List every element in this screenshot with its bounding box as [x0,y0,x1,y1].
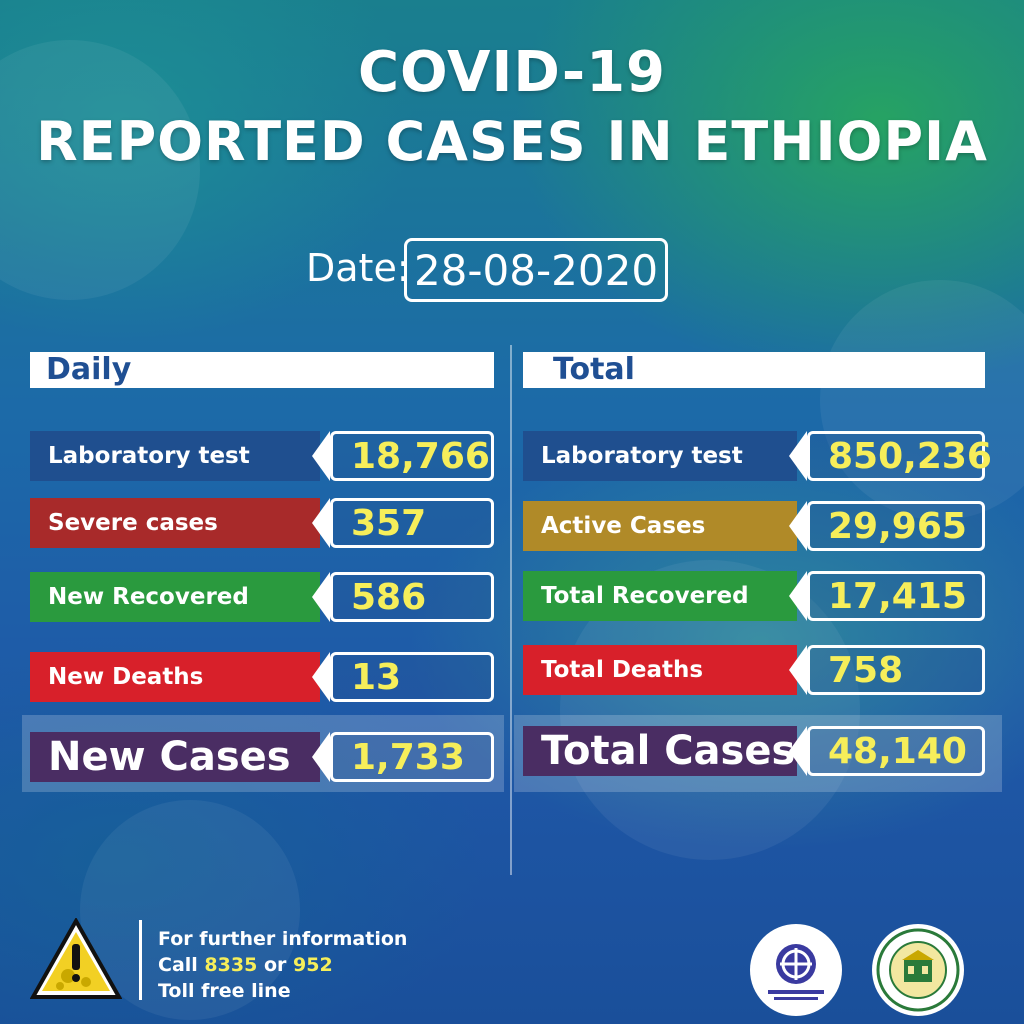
arrow-notch [312,652,330,702]
total-row-laboratory-test: Laboratory test 850,236 [523,431,992,481]
arrow-notch [789,571,807,621]
ephi-emblem [876,928,960,1012]
daily-heading: Daily [30,352,494,388]
daily-row-new-recovered: New Recovered 586 [30,572,494,622]
footer-or: or [263,954,287,976]
daily-row-label: New Recovered [30,572,320,622]
total-row-label: Laboratory test [523,431,797,481]
daily-row-value: 357 [330,498,494,548]
total-summary-label: Total Cases [523,726,797,776]
background-virus-shape [0,40,200,300]
date-value: 28-08-2020 [404,238,668,302]
daily-row-severe-cases: Severe cases 357 [30,498,494,548]
total-row-label: Total Deaths [523,645,797,695]
footer-info-line: For further information [158,928,408,950]
daily-row-label: New Deaths [30,652,320,702]
total-row-value: 758 [807,645,985,695]
total-row-value: 29,965 [807,501,985,551]
arrow-notch [789,431,807,481]
daily-row-label: Laboratory test [30,431,320,481]
total-row-label: Total Recovered [523,571,797,621]
arrow-notch [789,726,807,776]
daily-summary-new-cases: New Cases 1,733 [30,732,494,782]
daily-summary-value: 1,733 [330,732,494,782]
arrow-notch [312,498,330,548]
total-row-value: 17,415 [807,571,985,621]
daily-row-value: 586 [330,572,494,622]
warning-virus-icon [30,918,122,999]
arrow-notch [312,732,330,782]
total-summary-total-cases: Total Cases 48,140 [523,726,985,776]
column-divider [510,345,512,875]
total-heading: Total [523,352,985,388]
total-row-total-deaths: Total Deaths 758 [523,645,985,695]
total-row-label: Active Cases [523,501,797,551]
daily-row-value: 13 [330,652,494,702]
daily-row-laboratory-test: Laboratory test 18,766 [30,431,494,481]
total-row-total-recovered: Total Recovered 17,415 [523,571,985,621]
background-virus-shape [80,800,300,1020]
ministry-of-health-logo [750,924,842,1016]
ethiopian-public-health-institute-logo [872,924,964,1016]
total-summary-value: 48,140 [807,726,985,776]
footer-toll-free-line: Toll free line [158,980,291,1002]
daily-row-new-deaths: New Deaths 13 [30,652,494,702]
arrow-notch [789,501,807,551]
footer-separator [139,920,142,1000]
poster-title-line1: COVID-19 [357,40,667,105]
hotline-number-1: 8335 [204,954,258,976]
total-row-active-cases: Active Cases 29,965 [523,501,985,551]
total-row-value: 850,236 [807,431,992,481]
date-label: Date: [306,246,410,290]
ministry-of-health-emblem [768,944,824,1000]
hotline-number-2: 952 [293,954,333,976]
poster-title-line2: REPORTED CASES IN ETHIOPIA [36,110,988,173]
arrow-notch [312,431,330,481]
daily-row-label: Severe cases [30,498,320,548]
footer-call-line: Call 8335 or 952 [158,954,333,976]
daily-row-value: 18,766 [330,431,494,481]
daily-summary-label: New Cases [30,732,320,782]
background-virus-shape [820,280,1024,520]
footer-call-prefix: Call [158,954,198,976]
arrow-notch [789,645,807,695]
arrow-notch [312,572,330,622]
